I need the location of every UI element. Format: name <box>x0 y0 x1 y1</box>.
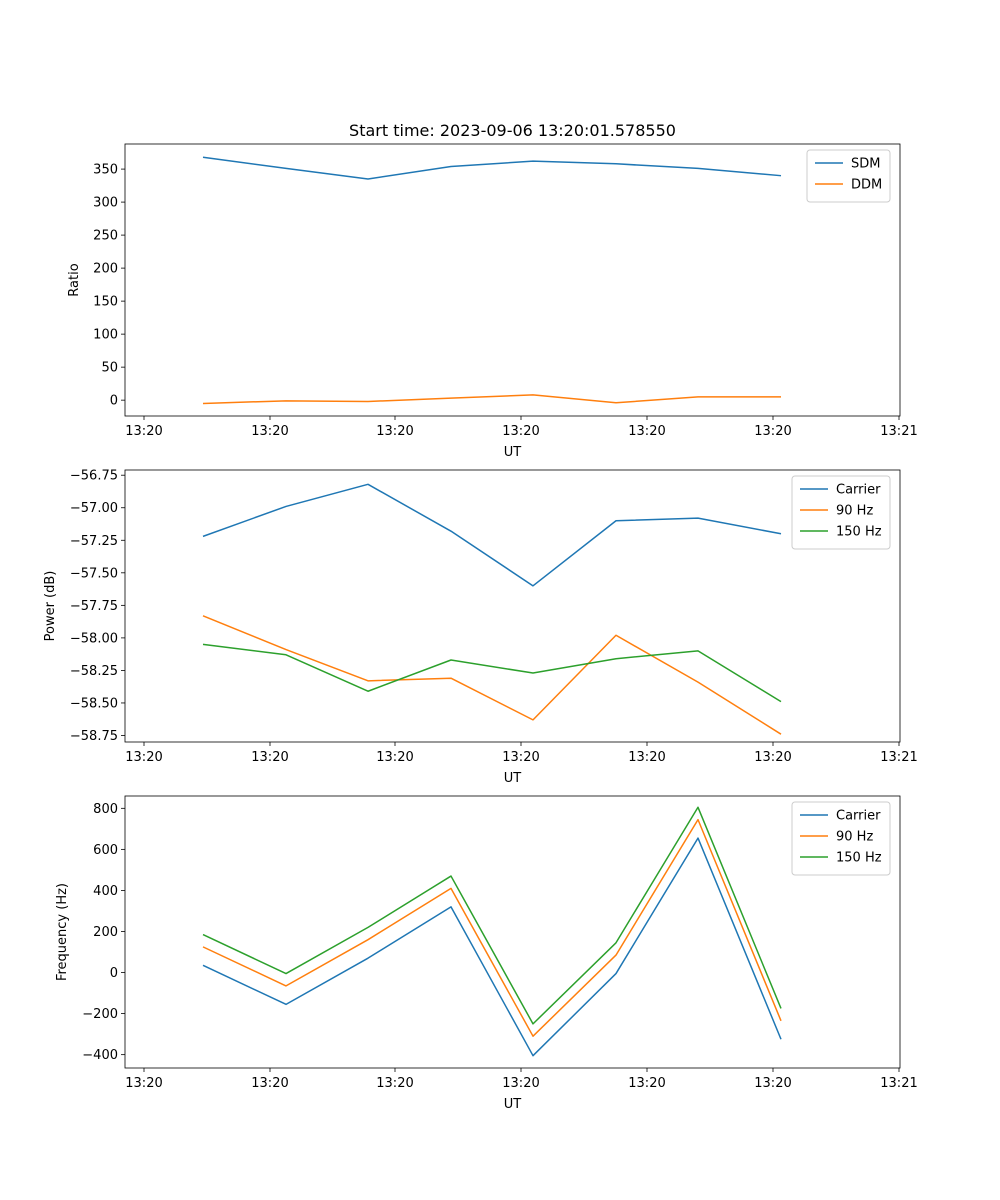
legend-label: DDM <box>851 178 882 193</box>
y-tick-label: 0 <box>110 966 118 981</box>
x-tick-label: 13:20 <box>376 424 413 439</box>
y-tick-label: 100 <box>93 328 118 343</box>
series-line-150-hz <box>202 806 782 1025</box>
legend-label: Carrier <box>836 483 881 498</box>
legend-label: 90 Hz <box>836 830 873 845</box>
y-tick-label: 400 <box>93 884 118 899</box>
axes-frame <box>124 469 901 743</box>
y-tick-label: −57.25 <box>70 534 118 549</box>
y-tick-label: 250 <box>93 229 118 244</box>
y-tick-label: −57.50 <box>70 566 118 581</box>
y-tick-label: 350 <box>93 163 118 178</box>
x-tick-label: 13:20 <box>125 750 162 765</box>
series-line-90-hz <box>202 615 782 735</box>
x-axis-label: UT <box>504 1097 522 1112</box>
x-axis-label: UT <box>504 771 522 786</box>
legend-label: 90 Hz <box>836 504 873 519</box>
y-tick-label: 50 <box>101 361 118 376</box>
y-tick-label: 300 <box>93 196 118 211</box>
y-tick-label: −58.75 <box>70 729 118 744</box>
legend: Carrier 90 Hz 150 Hz <box>791 475 891 550</box>
legend-label: 150 Hz <box>836 525 882 540</box>
series-line-carrier <box>202 483 782 587</box>
panel-1: Start time: 2023-09-06 13:20:01.578550 13… <box>67 121 918 460</box>
x-tick-label: 13:20 <box>628 750 665 765</box>
x-tick-label: 13:21 <box>880 1076 917 1091</box>
y-axis-label: Ratio <box>67 263 82 296</box>
y-tick-label: −58.50 <box>70 696 118 711</box>
y-tick-label: −58.25 <box>70 664 118 679</box>
x-tick-label: 13:20 <box>754 1076 791 1091</box>
x-tick-label: 13:20 <box>502 1076 539 1091</box>
panel-3: 13:20 13:20 13:20 13:20 13:20 13:20 13:21 −400 −… <box>55 795 918 1112</box>
y-tick-label: 600 <box>93 843 118 858</box>
x-tick-label: 13:20 <box>754 424 791 439</box>
series-line-carrier <box>202 837 782 1057</box>
legend-label: SDM <box>851 157 880 172</box>
x-tick-label: 13:20 <box>125 1076 162 1091</box>
x-tick-label: 13:20 <box>502 750 539 765</box>
y-tick-label: 800 <box>93 802 118 817</box>
x-tick-label: 13:21 <box>880 750 917 765</box>
legend-label: 150 Hz <box>836 851 882 866</box>
series-line-sdm <box>202 156 782 180</box>
y-tick-label: 0 <box>110 394 118 409</box>
x-tick-label: 13:20 <box>754 750 791 765</box>
legend-label: Carrier <box>836 809 881 824</box>
y-tick-label: 150 <box>93 295 118 310</box>
y-tick-label: −400 <box>82 1048 118 1063</box>
x-tick-label: 13:20 <box>251 424 288 439</box>
x-tick-label: 13:20 <box>376 750 413 765</box>
y-tick-label: 200 <box>93 925 118 940</box>
legend: SDM DDM <box>806 149 891 203</box>
y-tick-label: −58.00 <box>70 631 118 646</box>
x-tick-label: 13:20 <box>628 1076 665 1091</box>
y-tick-label: −200 <box>82 1007 118 1022</box>
y-axis-label: Frequency (Hz) <box>55 883 70 981</box>
y-tick-label: −56.75 <box>70 469 118 484</box>
x-axis-label: UT <box>504 445 522 460</box>
x-tick-label: 13:20 <box>251 750 288 765</box>
axes-frame <box>124 143 901 417</box>
x-tick-label: 13:20 <box>125 424 162 439</box>
axes-frame <box>124 795 901 1069</box>
series-line-150-hz <box>202 643 782 703</box>
x-tick-label: 13:21 <box>880 424 917 439</box>
y-tick-label: −57.75 <box>70 599 118 614</box>
x-tick-label: 13:20 <box>376 1076 413 1091</box>
y-axis-label: Power (dB) <box>43 571 58 642</box>
x-tick-label: 13:20 <box>628 424 665 439</box>
x-tick-label: 13:20 <box>502 424 539 439</box>
series-line-ddm <box>202 394 781 405</box>
panel-2: 13:20 13:20 13:20 13:20 13:20 13:20 13:21 −58.7… <box>43 469 918 786</box>
y-tick-label: −57.00 <box>70 501 118 516</box>
legend: Carrier 90 Hz 150 Hz <box>791 801 891 876</box>
y-tick-label: 200 <box>93 262 118 277</box>
series-line-90-hz <box>202 818 782 1037</box>
x-tick-label: 13:20 <box>251 1076 288 1091</box>
chart-title: Start time: 2023-09-06 13:20:01.578550 <box>349 121 676 140</box>
